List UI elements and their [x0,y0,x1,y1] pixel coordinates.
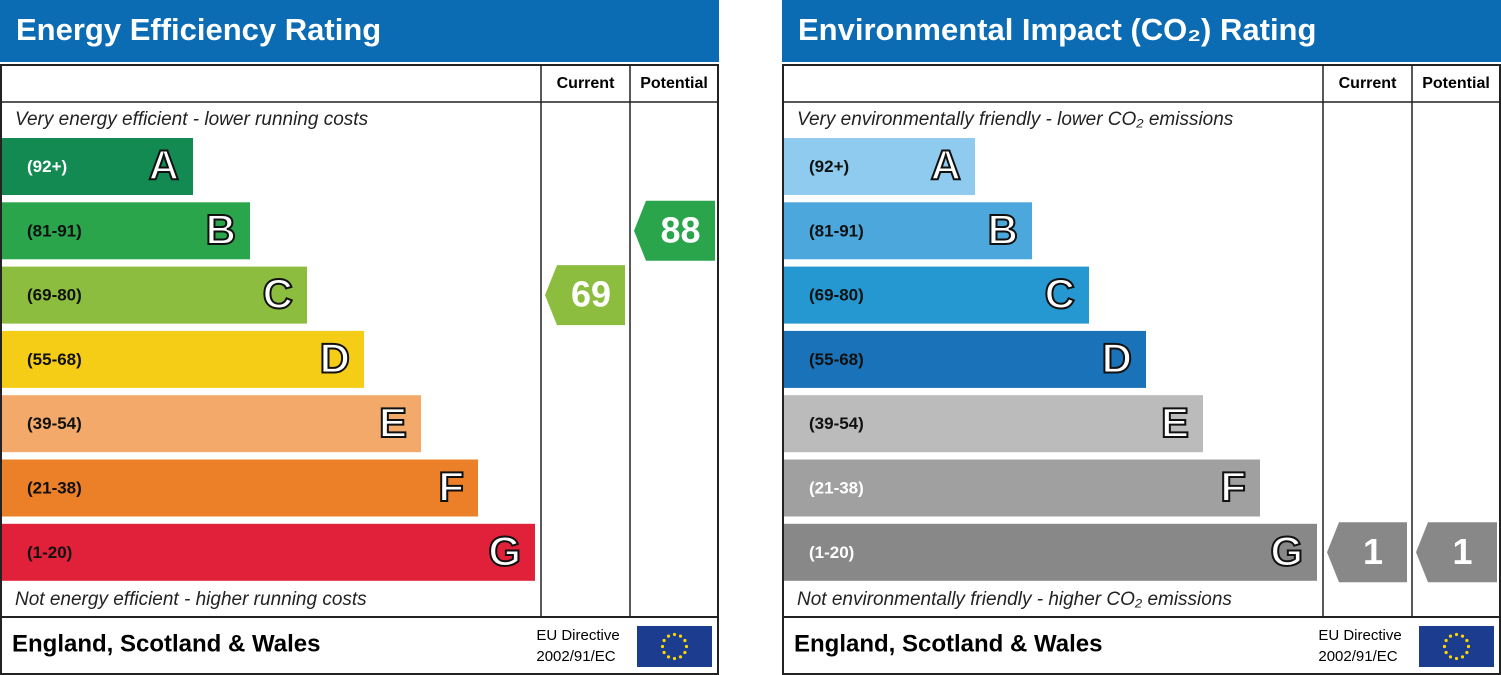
column-header: Current [557,75,615,92]
directive-line: 2002/91/EC [536,648,615,665]
rating-value: 1 [1452,531,1472,572]
eu-star [1465,638,1469,643]
rating-band [784,459,1260,517]
eu-star [678,634,683,638]
eu-star [672,656,677,661]
band-range: (1-20) [27,543,72,562]
panel-title: Environmental Impact (CO₂) Rating [798,12,1316,47]
band-range: (39-54) [27,414,82,433]
band-range: (55-68) [27,350,82,369]
epc-panel: Environmental Impact (CO₂) Rating Current… [782,0,1501,675]
top-caption: Very environmentally friendly - lower CO… [797,109,1234,130]
rating-arrow [545,265,625,326]
band-range: (1-20) [809,543,854,562]
bottom-caption: Not energy efficient - higher running co… [15,589,367,610]
rating-band [2,138,193,195]
band-letter: C [263,270,293,317]
band-letter: G [1270,527,1303,574]
eu-star [1460,634,1465,638]
eu-flag [637,626,712,667]
band-letter: C [1045,270,1075,317]
panel-frame [782,64,1501,675]
directive-line: EU Directive [536,627,619,644]
rating-band [784,202,1032,260]
band-range: (21-38) [809,478,864,497]
band-letter: A [931,142,961,189]
band-range: (69-80) [27,286,82,305]
rating-arrow [634,200,715,261]
eu-star [1442,644,1447,649]
band-letter: G [488,527,521,574]
band-range: (92+) [27,157,67,176]
footer-region: England, Scotland & Wales [12,630,320,657]
panel-title: Energy Efficiency Rating [16,12,381,47]
rating-band [2,266,307,324]
band-range: (55-68) [809,350,864,369]
band-range: (21-38) [27,478,82,497]
panel-frame [0,64,719,675]
rating-value: 88 [660,209,700,250]
band-letter: D [1102,334,1132,381]
eu-star [683,650,687,655]
directive-line: 2002/91/EC [1318,648,1397,665]
rating-band [2,459,478,517]
eu-star [1454,656,1459,661]
bottom-caption: Not environmentally friendly - higher CO… [797,589,1232,610]
band-letter: E [379,399,407,446]
rating-band [2,523,535,581]
eu-star [1448,634,1453,638]
eu-star [1460,655,1465,659]
band-range: (69-80) [809,286,864,305]
eu-star [662,650,666,655]
eu-star [1444,650,1448,655]
band-range: (81-91) [809,221,864,240]
eu-star [684,644,689,649]
eu-star [678,655,683,659]
footer-region: England, Scotland & Wales [794,630,1102,657]
rating-value: 1 [1363,531,1383,572]
rating-band [784,266,1089,324]
band-range: (92+) [809,157,849,176]
title-bar [782,0,1501,62]
title-bar [0,0,719,62]
column-header: Potential [640,75,708,92]
directive-line: EU Directive [1318,627,1401,644]
eu-star [1454,632,1459,637]
eu-star [666,655,671,659]
eu-star [1465,650,1469,655]
eu-star [666,634,671,638]
eu-star [1448,655,1453,659]
rating-band [784,523,1317,581]
band-letter: B [988,206,1018,253]
top-caption: Very energy efficient - lower running co… [15,109,369,130]
eu-star [683,638,687,643]
rating-band [2,330,364,388]
eu-star [660,644,665,649]
rating-band [784,138,975,195]
band-range: (39-54) [809,414,864,433]
epc-panel: Energy Efficiency Rating Current Potential… [0,0,719,675]
band-letter: F [1220,463,1246,510]
rating-value: 69 [571,274,611,315]
column-header: Current [1339,75,1397,92]
eu-star [1466,644,1471,649]
band-letter: B [206,206,236,253]
band-range: (81-91) [27,221,82,240]
rating-arrow [1327,522,1407,583]
eu-star [1444,638,1448,643]
band-letter: F [438,463,464,510]
rating-band [2,395,421,453]
eu-flag [1419,626,1494,667]
band-letter: A [149,142,179,189]
band-letter: E [1161,399,1189,446]
rating-band [784,330,1146,388]
eu-star [672,632,677,637]
band-letter: D [320,334,350,381]
eu-star [662,638,666,643]
rating-band [784,395,1203,453]
column-header: Potential [1422,75,1490,92]
rating-arrow [1416,522,1497,583]
rating-band [2,202,250,260]
